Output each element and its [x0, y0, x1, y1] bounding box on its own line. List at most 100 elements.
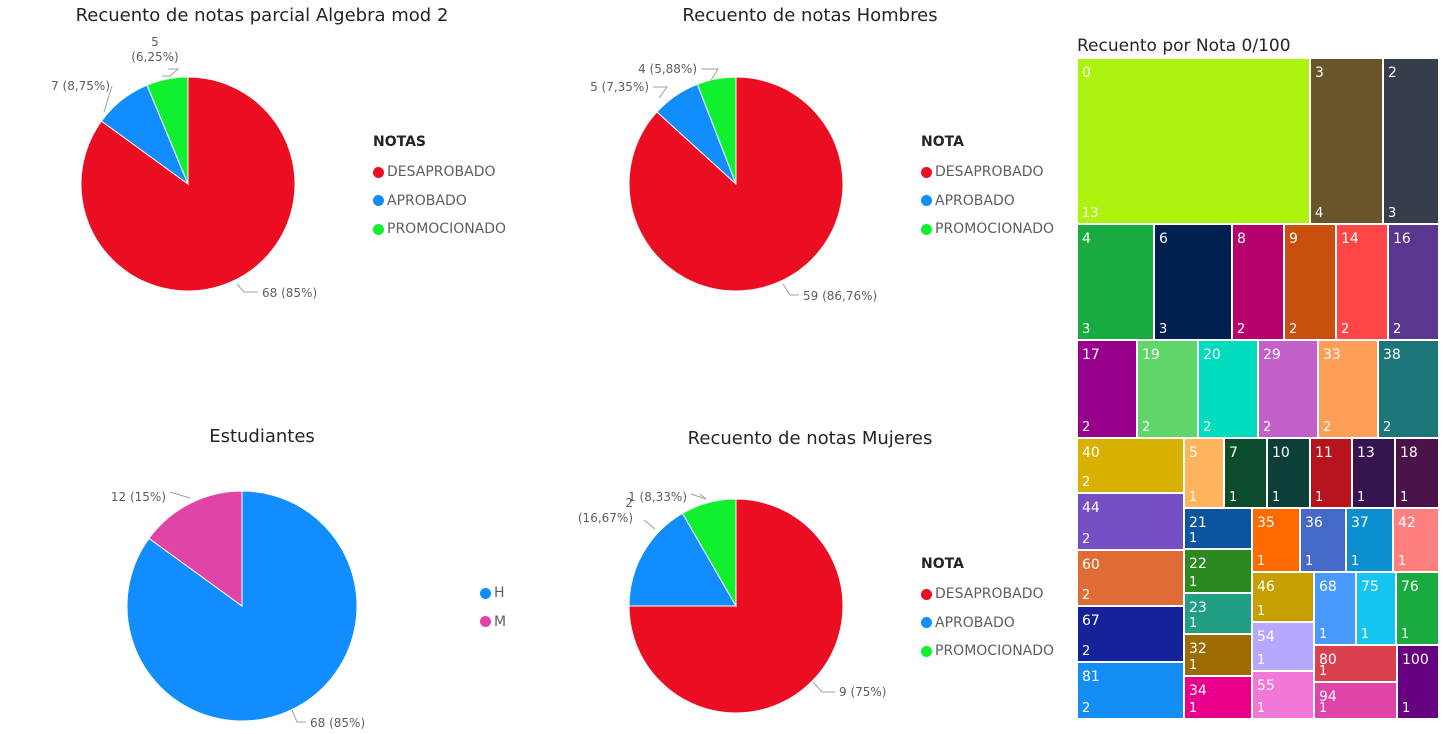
- treemap-tile-37[interactable]: 37 1: [1346, 508, 1393, 572]
- treemap-tile-94[interactable]: 94 1: [1314, 682, 1397, 719]
- tile-value-label: 2: [1341, 322, 1350, 337]
- treemap-tile-20[interactable]: 20 2: [1198, 340, 1258, 438]
- treemap-tile-40[interactable]: 40 2: [1077, 438, 1184, 493]
- tile-category-label: 10: [1272, 445, 1290, 461]
- treemap-tile-60[interactable]: 60 2: [1077, 550, 1184, 606]
- legend-item-aprobado[interactable]: APROBADO: [921, 609, 1054, 638]
- treemap-tile-32[interactable]: 32 1: [1184, 634, 1252, 676]
- treemap-tile-29[interactable]: 29 2: [1258, 340, 1318, 438]
- legend-item-m[interactable]: M: [480, 608, 506, 637]
- treemap-tile-46[interactable]: 46 1: [1252, 572, 1314, 622]
- leader-line: [812, 681, 835, 693]
- legend-item-promocionado[interactable]: PROMOCIONADO: [373, 215, 506, 244]
- treemap-tile-81[interactable]: 81 2: [1077, 662, 1184, 719]
- legend-item-promocionado[interactable]: PROMOCIONADO: [921, 637, 1054, 666]
- treemap-tile-14[interactable]: 14 2: [1336, 224, 1388, 340]
- tile-category-label: 37: [1351, 515, 1369, 531]
- legend-label: PROMOCIONADO: [387, 221, 507, 238]
- tile-value-label: 1: [1319, 664, 1328, 679]
- treemap-tile-42[interactable]: 42 1: [1393, 508, 1439, 572]
- treemap-tile-80[interactable]: 80 1: [1314, 645, 1397, 682]
- chart-title: Estudiantes: [209, 426, 315, 447]
- treemap-tile-17[interactable]: 17 2: [1077, 340, 1137, 438]
- treemap-tile-35[interactable]: 35 1: [1252, 508, 1300, 572]
- leader-line: [236, 283, 258, 293]
- treemap-tile-67[interactable]: 67 2: [1077, 606, 1184, 662]
- treemap-tile-0[interactable]: 0 13: [1077, 58, 1310, 224]
- pie-slice-promocionado[interactable]: [146, 76, 189, 185]
- legend-item-promocionado[interactable]: PROMOCIONADO: [921, 215, 1054, 244]
- pie-slice-desaprobado[interactable]: [80, 76, 296, 292]
- treemap-tile-44[interactable]: 44 2: [1077, 493, 1184, 550]
- treemap-tile-11[interactable]: 11 1: [1310, 438, 1352, 508]
- tile-value-label: 1: [1357, 490, 1366, 505]
- legend-label: APROBADO: [935, 614, 1015, 631]
- treemap-tile-75[interactable]: 75 1: [1356, 572, 1396, 645]
- data-label: 4 (5,88%): [638, 62, 697, 76]
- legend-label: DESAPROBADO: [935, 586, 1044, 603]
- treemap-tile-13[interactable]: 13 1: [1352, 438, 1395, 508]
- pie-slice-h[interactable]: [126, 490, 358, 722]
- pie-chart-notas-parcial: Recuento de notas parcial Algebra mod 2 …: [0, 0, 560, 360]
- leader-line: [291, 709, 306, 723]
- treemap-tile-34[interactable]: 34 1: [1184, 676, 1252, 719]
- leader-line: [162, 68, 180, 77]
- legend-label: APROBADO: [935, 192, 1015, 209]
- treemap-tile-23[interactable]: 23 1: [1184, 593, 1252, 634]
- treemap-tile-36[interactable]: 36 1: [1300, 508, 1346, 572]
- pie-slice-desaprobado[interactable]: [628, 498, 844, 714]
- treemap-tile-33[interactable]: 33 2: [1318, 340, 1378, 438]
- legend: NOTA DESAPROBADO APROBADO PROMOCIONADO: [921, 554, 1054, 666]
- legend-item-desaprobado[interactable]: DESAPROBADO: [921, 158, 1054, 187]
- tile-category-label: 76: [1401, 579, 1419, 595]
- legend-label: H: [494, 585, 505, 602]
- pie-slice-aprobado[interactable]: [628, 512, 737, 607]
- data-label: 2 (16,67%): [578, 496, 633, 525]
- tile-value-label: 2: [1203, 420, 1212, 435]
- pie-slice-promocionado[interactable]: [681, 498, 737, 608]
- tile-value-label: 1: [1402, 701, 1411, 716]
- tile-value-label: 2: [1082, 701, 1091, 716]
- treemap-tile-68[interactable]: 68 1: [1314, 572, 1356, 645]
- tile-value-label: 1: [1189, 701, 1198, 716]
- tile-category-label: 40: [1082, 445, 1100, 461]
- tile-category-label: 34: [1189, 683, 1207, 699]
- treemap-tile-100[interactable]: 100 1: [1397, 645, 1439, 719]
- treemap-tile-22[interactable]: 22 1: [1184, 549, 1252, 593]
- tile-category-label: 7: [1229, 445, 1238, 461]
- treemap-tile-76[interactable]: 76 1: [1396, 572, 1439, 645]
- data-label: 59 (86,76%): [803, 289, 877, 303]
- treemap-tile-54[interactable]: 54 1: [1252, 622, 1314, 671]
- legend-item-h[interactable]: H: [480, 579, 506, 608]
- tile-category-label: 5: [1189, 445, 1198, 461]
- legend-item-desaprobado[interactable]: DESAPROBADO: [921, 580, 1054, 609]
- treemap-tile-16[interactable]: 16 2: [1388, 224, 1439, 340]
- tile-category-label: 17: [1082, 347, 1100, 363]
- tile-value-label: 1: [1189, 616, 1198, 631]
- tile-value-label: 2: [1289, 322, 1298, 337]
- tile-value-label: 1: [1400, 490, 1409, 505]
- legend-item-desaprobado[interactable]: DESAPROBADO: [373, 158, 506, 187]
- tile-value-label: 1: [1257, 701, 1266, 716]
- legend-item-aprobado[interactable]: APROBADO: [373, 187, 506, 216]
- treemap-tile-10[interactable]: 10 1: [1267, 438, 1310, 508]
- treemap-tile-18[interactable]: 18 1: [1395, 438, 1439, 508]
- treemap-tile-38[interactable]: 38 2: [1378, 340, 1439, 438]
- legend-item-aprobado[interactable]: APROBADO: [921, 187, 1054, 216]
- tile-value-label: 1: [1315, 490, 1324, 505]
- legend-label: M: [494, 613, 507, 630]
- treemap-tile-55[interactable]: 55 1: [1252, 671, 1314, 719]
- treemap-tile-21[interactable]: 21 1: [1184, 508, 1252, 549]
- pie-slice-promocionado[interactable]: [696, 76, 737, 185]
- treemap-tile-19[interactable]: 19 2: [1137, 340, 1198, 438]
- pie-slice-m[interactable]: [148, 490, 243, 607]
- tile-value-label: 2: [1142, 420, 1151, 435]
